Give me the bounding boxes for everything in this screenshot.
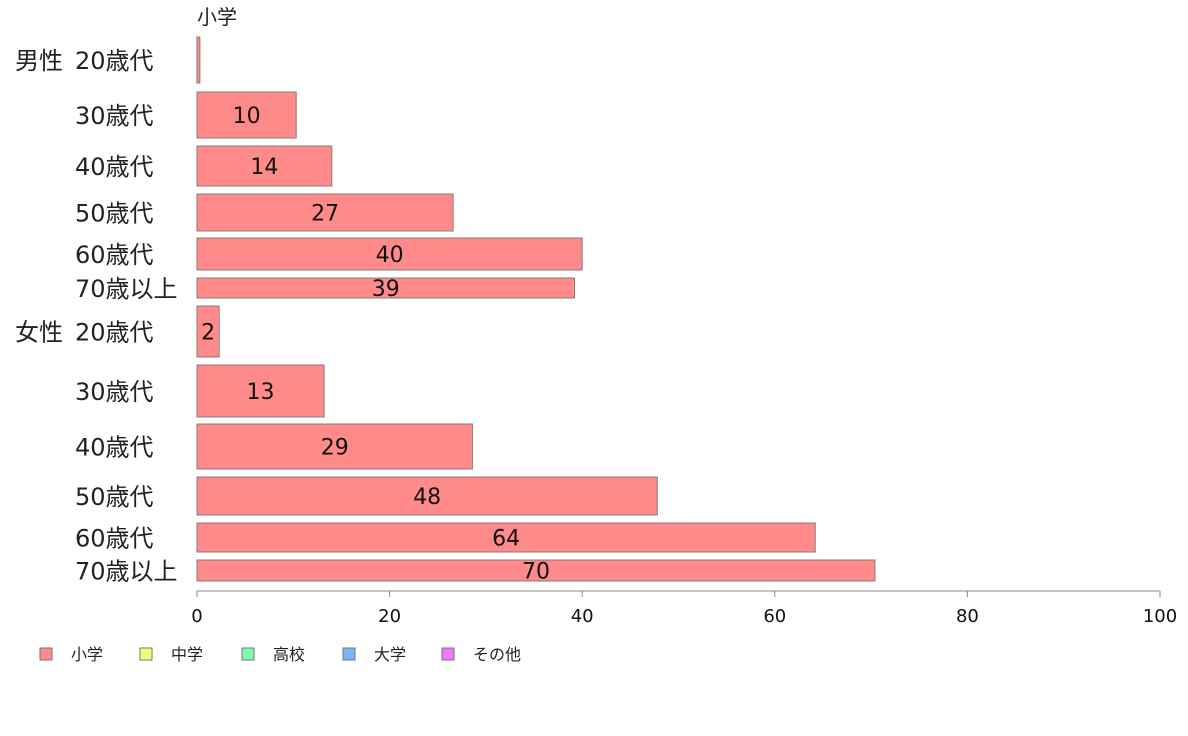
- bar-value-label: 13: [247, 380, 275, 405]
- legend-swatch: [342, 647, 356, 661]
- bar-value-label: 70: [522, 560, 550, 585]
- bar: [196, 237, 583, 271]
- category-label: 50歳代: [75, 483, 154, 511]
- bar-value-label: 40: [376, 243, 404, 268]
- legend-swatch: [39, 647, 53, 661]
- legend-label: 高校: [273, 645, 305, 664]
- category-label: 30歳代: [75, 102, 154, 130]
- bar: [196, 305, 220, 358]
- x-tick-label: 100: [1143, 606, 1177, 627]
- legend-label: 中学: [171, 645, 203, 664]
- category-label: 60歳代: [75, 241, 154, 269]
- bar: [196, 277, 575, 299]
- category-label: 40歳代: [75, 434, 154, 462]
- x-tick-label: 20: [378, 606, 401, 627]
- legend-label: 大学: [374, 645, 406, 664]
- bar: [196, 91, 297, 139]
- bar: [196, 559, 876, 582]
- bar-value-label: 48: [413, 485, 441, 510]
- bar: [196, 193, 454, 232]
- category-label: 40歳代: [75, 153, 154, 181]
- group-label: 女性: [15, 319, 63, 347]
- legend: 小学 中学 高校 大学 その他: [39, 645, 521, 664]
- x-tick-label: 60: [763, 606, 786, 627]
- bar-value-label: 39: [372, 277, 400, 302]
- bar: [196, 423, 473, 470]
- category-label: 20歳代: [75, 319, 154, 347]
- x-tick-label: 40: [571, 606, 594, 627]
- series-title: 小学: [197, 5, 237, 29]
- bar: [196, 145, 333, 187]
- bar: [196, 476, 658, 516]
- bar-value-label: 10: [233, 104, 261, 129]
- legend-swatch: [241, 647, 255, 661]
- bar: [196, 522, 816, 553]
- bar-value-label: 2: [201, 321, 215, 346]
- bar: [196, 36, 201, 84]
- category-label: 50歳代: [75, 200, 154, 228]
- bars: [196, 36, 876, 582]
- bar-value-label: 14: [250, 155, 278, 180]
- legend-swatch: [441, 647, 455, 661]
- category-label: 60歳代: [75, 525, 154, 553]
- legend-label: その他: [473, 645, 521, 664]
- bar-value-label: 27: [311, 202, 339, 227]
- legend-label: 小学: [71, 645, 103, 664]
- x-axis: 0 20 40 60 80 100: [191, 590, 1177, 627]
- legend-swatch: [139, 647, 153, 661]
- category-label: 70歳以上: [75, 558, 178, 586]
- bar-value-label: 64: [492, 527, 520, 552]
- bar-value-label: 29: [321, 436, 349, 461]
- x-tick-label: 80: [956, 606, 979, 627]
- bar: [196, 364, 325, 418]
- group-label: 男性: [15, 47, 63, 75]
- category-label: 30歳代: [75, 378, 154, 406]
- category-label: 20歳代: [75, 47, 154, 75]
- x-tick-label: 0: [191, 606, 202, 627]
- category-label: 70歳以上: [75, 275, 178, 303]
